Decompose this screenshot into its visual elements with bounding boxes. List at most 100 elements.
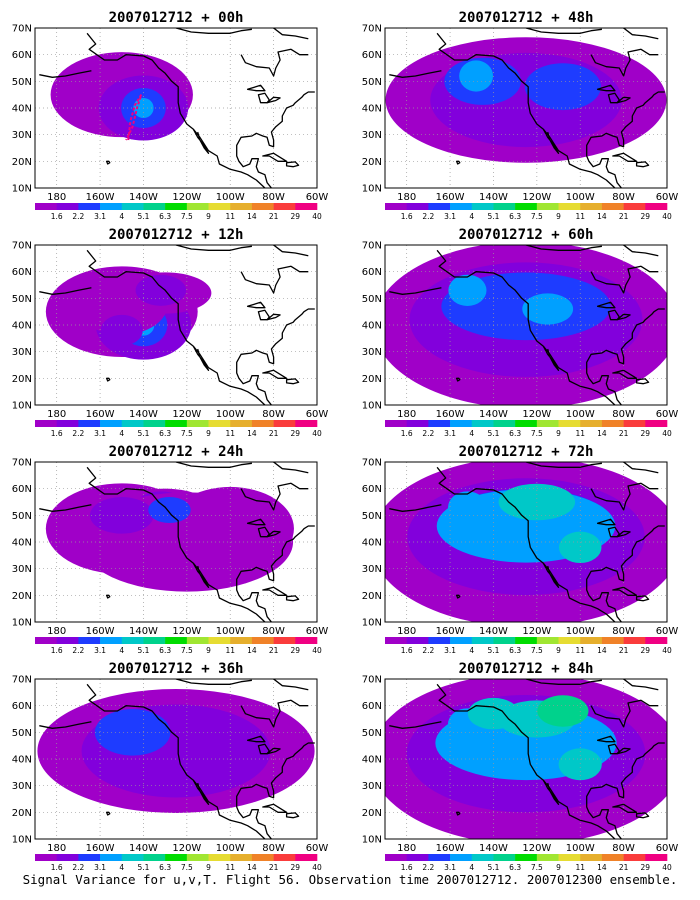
lon-tick-label: 120W <box>522 409 551 420</box>
flight-track <box>125 94 143 141</box>
lat-tick-label: 20N <box>12 157 32 168</box>
colorbar-swatch <box>121 637 144 644</box>
colorbar-swatch <box>493 420 516 427</box>
lon-tick-label: 140W <box>129 409 158 420</box>
colorbar-label: 3.1 <box>94 646 106 655</box>
variance-field <box>37 689 315 813</box>
colorbar-label: 21 <box>619 212 629 221</box>
lat-tick-label: 20N <box>362 591 382 602</box>
lat-tick-label: 50N <box>12 511 32 522</box>
lon-tick-label: 160W <box>436 626 465 637</box>
coastlines <box>389 245 667 405</box>
colorbar-swatch <box>165 203 188 210</box>
map-panel: 2007012712 + 72h 70N 60N 50N 40N 30N 20N 10N 180… <box>362 444 679 655</box>
colorbar-label: 6.3 <box>159 212 171 221</box>
colorbar-swatch <box>100 420 123 427</box>
lat-tick-label: 30N <box>362 564 382 575</box>
variance-field <box>385 679 667 839</box>
graticule <box>385 28 667 188</box>
lat-tick-label: 70N <box>362 241 382 252</box>
variance-contour <box>135 274 187 306</box>
colorbar-label: 29 <box>291 863 301 872</box>
colorbar-label: 3.1 <box>444 212 456 221</box>
lon-tick-label: 80W <box>612 843 635 854</box>
colorbar-swatch <box>515 420 538 427</box>
colorbar-swatch <box>601 854 624 861</box>
colorbar-label: 9 <box>206 212 211 221</box>
colorbar-swatch <box>623 203 646 210</box>
lat-tick-label: 60N <box>362 484 382 495</box>
colorbar-swatch <box>471 420 494 427</box>
lat-tick-label: 20N <box>12 591 32 602</box>
colorbar-swatch <box>580 854 603 861</box>
colorbar-label: 40 <box>662 212 672 221</box>
lat-tick-label: 50N <box>362 294 382 305</box>
colorbar-swatch <box>230 637 253 644</box>
colorbar: 1.6 2.2 3.1 4 5.1 6.3 7.5 9 11 14 21 29 40 <box>35 203 322 221</box>
colorbar: 1.6 2.2 3.1 4 5.1 6.3 7.5 9 11 14 21 29 40 <box>385 637 672 655</box>
colorbar-swatch <box>450 203 473 210</box>
colorbar-swatch <box>273 637 296 644</box>
colorbar-label: 2.2 <box>72 863 84 872</box>
lat-tick-label: 50N <box>362 728 382 739</box>
colorbar-swatch <box>406 854 429 861</box>
coastlines <box>39 28 317 188</box>
colorbar-swatch <box>385 637 407 644</box>
lat-tick-label: 10N <box>12 401 32 412</box>
colorbar-swatch <box>623 637 646 644</box>
lon-tick-label: 140W <box>129 626 158 637</box>
colorbar-swatch <box>56 420 79 427</box>
coastlines <box>39 245 317 405</box>
graticule <box>35 245 317 405</box>
colorbar-swatch <box>143 637 166 644</box>
colorbar-label: 1.6 <box>401 212 413 221</box>
colorbar-swatch <box>208 637 231 644</box>
colorbar-label: 40 <box>312 863 322 872</box>
colorbar-swatch <box>143 203 166 210</box>
colorbar-swatch <box>536 203 559 210</box>
lon-tick-label: 80W <box>262 626 285 637</box>
lon-tick-label: 60W <box>656 409 679 420</box>
variance-contour <box>558 748 602 781</box>
colorbar-label: 29 <box>641 863 651 872</box>
coastlines <box>389 462 667 622</box>
colorbar-label: 7.5 <box>531 212 543 221</box>
lon-tick-label: 140W <box>479 192 508 203</box>
variance-contour <box>522 293 574 325</box>
colorbar-label: 21 <box>269 429 279 438</box>
colorbar-swatch <box>558 420 581 427</box>
variance-contour <box>537 695 589 727</box>
map-frame <box>384 27 668 189</box>
panel-title: 2007012712 + 48h <box>459 10 594 26</box>
map-area <box>35 245 317 405</box>
colorbar-swatch <box>601 420 624 427</box>
colorbar-swatch <box>558 854 581 861</box>
colorbar-label: 14 <box>597 863 607 872</box>
colorbar-label: 1.6 <box>401 646 413 655</box>
colorbar-label: 2.2 <box>72 646 84 655</box>
colorbar-label: 5.1 <box>487 212 499 221</box>
map-area <box>35 28 317 188</box>
colorbar-swatch <box>251 420 274 427</box>
colorbar-label: 1.6 <box>51 646 63 655</box>
colorbar-label: 7.5 <box>181 212 193 221</box>
lon-tick-label: 180 <box>397 843 416 854</box>
lon-tick-label: 80W <box>612 409 635 420</box>
map-area <box>35 462 317 622</box>
colorbar-label: 3.1 <box>94 212 106 221</box>
colorbar-label: 11 <box>575 646 585 655</box>
colorbar-label: 11 <box>225 429 235 438</box>
colorbar-label: 3.1 <box>94 429 106 438</box>
lat-tick-label: 40N <box>362 104 382 115</box>
colorbar-swatch <box>230 420 253 427</box>
colorbar-label: 2.2 <box>72 429 84 438</box>
colorbar-swatch <box>493 854 516 861</box>
colorbar-swatch <box>406 420 429 427</box>
colorbar-swatch <box>230 854 253 861</box>
variance-field <box>385 37 667 163</box>
colorbar-label: 14 <box>247 429 257 438</box>
colorbar-label: 40 <box>662 646 672 655</box>
colorbar: 1.6 2.2 3.1 4 5.1 6.3 7.5 9 11 14 21 29 40 <box>35 854 322 872</box>
graticule <box>385 245 667 405</box>
colorbar-swatch <box>273 203 296 210</box>
